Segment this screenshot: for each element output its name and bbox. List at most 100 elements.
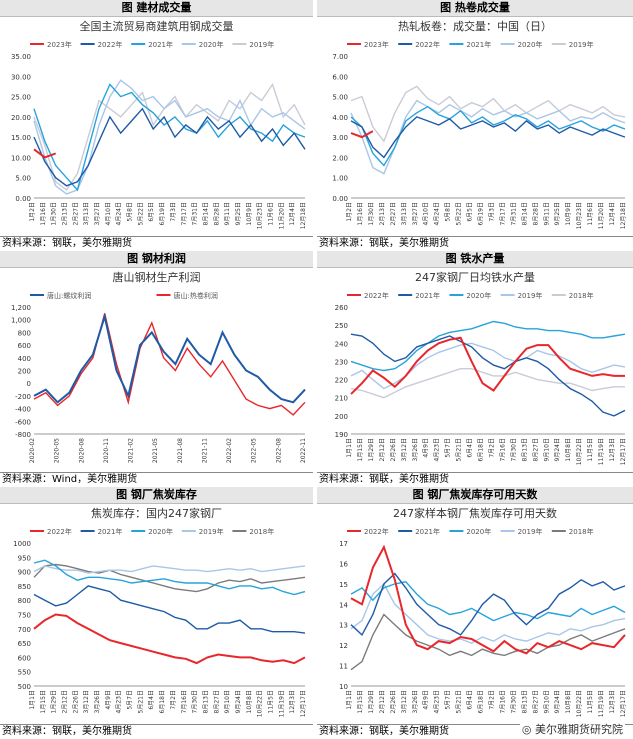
x-tick-label: 8月14日 <box>202 202 209 225</box>
x-tick-label: 2021-11 <box>201 438 208 463</box>
y-tick-label: 200 <box>18 368 31 376</box>
x-tick-label: 5月7日 <box>127 690 134 710</box>
panel-header: 图 铁水产量 <box>317 251 633 268</box>
x-tick-label: 12月4日 <box>289 202 296 225</box>
x-tick-label: 5月7日 <box>445 438 452 458</box>
x-tick-label: 1月15日 <box>40 690 47 713</box>
x-tick-label: 2020-08 <box>78 438 85 463</box>
x-tick-label: 6月4日 <box>467 690 474 710</box>
x-tick-label: 12月3日 <box>289 690 296 713</box>
x-tick-label: 12月18日 <box>620 202 627 229</box>
x-tick-label: 1月29日 <box>368 438 375 461</box>
series-line <box>33 83 306 192</box>
legend-label: 2019年 <box>518 527 543 536</box>
series-line <box>33 585 306 634</box>
x-tick-label: 10月8日 <box>565 690 572 713</box>
x-tick-label: 2020-05 <box>54 438 61 463</box>
x-tick-label: 7月30日 <box>510 690 517 713</box>
y-tick-label: 950 <box>18 554 31 562</box>
chart-title: 焦炭库存：国内247家钢厂 <box>91 506 222 520</box>
x-tick-label: 8月27日 <box>213 690 220 713</box>
x-tick-label: 7月30日 <box>192 690 199 713</box>
x-tick-label: 3月12日 <box>401 438 408 461</box>
x-tick-label: 11月20日 <box>278 202 285 229</box>
chart-panel-2: 图 热卷成交量 资料来源：钢联，美尔雅期货 热轧板卷：成交量：中国（日） 2023年 2… <box>317 0 633 251</box>
y-tick-label: 15 <box>339 581 348 589</box>
chart-title: 247家钢厂日均铁水产量 <box>415 270 535 284</box>
x-tick-label: 1月30日 <box>368 202 375 225</box>
legend-label: 2019年 <box>199 527 224 536</box>
series-line <box>350 333 626 417</box>
line-chart: 热轧板卷：成交量：中国（日） 2023年 2022年 2021年 2020年 2019年 0… <box>332 19 627 229</box>
x-tick-label: 9月11日 <box>543 202 550 225</box>
watermark-label: ◎ 美尔雅期货研究院 <box>519 721 625 737</box>
x-tick-label: 1月2日 <box>346 202 353 222</box>
series-line <box>350 116 626 159</box>
panel-source: 资料来源：钢联，美尔雅期货 <box>317 236 633 251</box>
x-tick-label: 5月8日 <box>127 202 134 222</box>
x-tick-label: 1月2日 <box>29 202 36 222</box>
y-tick-label: 0 <box>27 380 31 388</box>
x-tick-label: 11月19日 <box>598 438 605 465</box>
series-line <box>350 581 626 622</box>
legend-label: 2022年 <box>47 527 72 536</box>
x-tick-label: 2021-08 <box>177 438 184 463</box>
y-tick-label: -800 <box>15 431 31 439</box>
x-tick-label: 7月17日 <box>181 202 188 225</box>
y-tick-label: 30.00 <box>11 73 31 81</box>
series-line <box>350 544 626 655</box>
x-tick-label: 4月23日 <box>434 690 441 713</box>
x-tick-label: 3月27日 <box>94 202 101 225</box>
x-tick-label: 4月10日 <box>423 202 430 225</box>
x-tick-label: 11月5日 <box>587 690 594 713</box>
y-tick-label: 550 <box>18 669 31 677</box>
y-tick-label: 800 <box>18 329 31 337</box>
x-tick-label: 2021-05 <box>152 438 159 463</box>
y-tick-label: 16 <box>339 560 348 568</box>
line-chart: 全国主流贸易商建筑用钢成交量 2023年 2022年 2021年 2020年 2019年 0… <box>11 19 307 229</box>
y-tick-label: 600 <box>18 342 31 350</box>
x-tick-label: 7月31日 <box>192 202 199 225</box>
wechat-icon: ◎ <box>521 723 532 736</box>
y-tick-label: 1.00 <box>332 175 348 183</box>
x-tick-label: 2月26日 <box>390 438 397 461</box>
x-tick-label: 3月26日 <box>94 690 101 713</box>
panel-source: 资料来源：钢联，美尔雅期货 <box>0 724 313 739</box>
x-tick-label: 6月19日 <box>478 202 485 225</box>
x-tick-label: 2月12日 <box>379 690 386 713</box>
x-tick-label: 10月9日 <box>565 202 572 225</box>
x-tick-label: 2月27日 <box>390 202 397 225</box>
series-line <box>350 367 625 399</box>
legend-label: 2020年 <box>466 291 491 300</box>
y-tick-label: 6.00 <box>332 73 348 81</box>
chart-panel-1: 图 建材成交量 资料来源：钢联，美尔雅期货 全国主流贸易商建筑用钢成交量 2023年 2… <box>0 0 313 251</box>
x-tick-label: 2月26日 <box>390 690 397 713</box>
x-tick-label: 10月23日 <box>257 202 264 229</box>
legend-label: 2020年 <box>466 527 491 536</box>
y-tick-label: 2.00 <box>332 154 348 162</box>
y-tick-label: 230 <box>335 358 348 366</box>
legend-label: 2019年 <box>249 40 274 49</box>
panel-source: 资料来源：Wind，美尔雅期货 <box>0 472 313 487</box>
x-tick-label: 3月26日 <box>412 438 419 461</box>
y-tick-label: 250 <box>335 322 348 330</box>
x-tick-label: 2月26日 <box>72 690 79 713</box>
series-line <box>33 313 306 416</box>
y-tick-label: 500 <box>18 683 31 691</box>
series-line <box>350 572 626 637</box>
x-tick-label: 7月17日 <box>499 202 506 225</box>
x-tick-label: 7月16日 <box>181 690 188 713</box>
x-tick-label: 2月12日 <box>379 438 386 461</box>
x-tick-label: 7月2日 <box>488 438 495 458</box>
chart-title: 247家样本钢厂焦炭库存可用天数 <box>393 506 557 520</box>
x-tick-label: 2020-02 <box>29 438 36 463</box>
series-line <box>350 130 374 139</box>
x-tick-label: 12月3日 <box>609 690 616 713</box>
y-tick-label: 10 <box>339 683 348 691</box>
series-line <box>350 342 626 390</box>
line-chart: 247家样本钢厂焦炭库存可用天数 2022年 2021年 2020年 2019年 2018… <box>339 506 627 717</box>
x-tick-label: 1月16日 <box>357 202 364 225</box>
x-tick-label: 10月9日 <box>246 202 253 225</box>
series-line <box>33 148 57 159</box>
legend-label: 2018年 <box>569 291 594 300</box>
